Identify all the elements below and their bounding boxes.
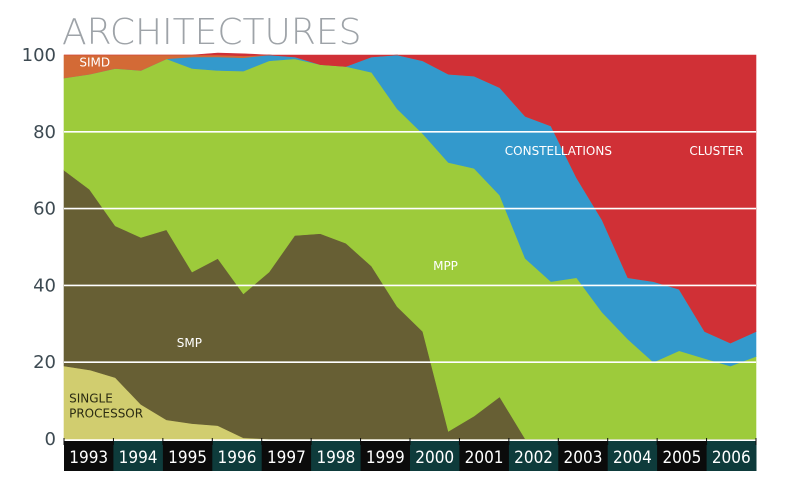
y-tick-label-100: 100 [22,45,56,66]
year-cell-1993 [64,441,114,471]
area-label-smp: SMP [177,336,202,350]
x-tick-label-1998: 1998 [316,448,355,468]
stacked-areas [63,52,757,440]
x-tick-label-2000: 2000 [415,448,454,468]
y-tick-label-40: 40 [33,275,56,296]
year-cell-1995 [162,441,213,471]
x-tick-label-1993: 1993 [69,448,108,468]
year-cell-1998 [311,441,361,471]
year-cell-1997 [261,441,312,471]
y-tick-label-20: 20 [33,352,56,373]
y-tick-label-0: 0 [45,429,56,450]
year-cell-1996 [212,441,263,471]
x-tick-label-2003: 2003 [564,448,603,468]
area-cluster [64,52,757,344]
area-label-single-processor: SINGLE PROCESSOR [69,392,143,421]
x-tick-label-2002: 2002 [514,448,553,468]
year-cell-1999 [360,441,411,471]
year-cell-2006 [706,441,757,471]
x-tick-label-2005: 2005 [662,448,701,468]
area-label-constellations: CONSTELLATIONS [505,144,612,158]
y-tick-label-60: 60 [33,199,56,220]
year-cell-2003 [558,441,609,471]
y-axis: 0 20 40 60 80 100 [22,45,56,450]
year-cell-2004 [607,441,658,471]
year-cell-2005 [657,441,707,471]
x-tick-label-1995: 1995 [168,448,207,468]
y-tick-label-80: 80 [33,122,56,143]
area-label-mpp: MPP [433,259,458,273]
gridlines [64,131,756,364]
area-labels: SIMD CONSTELLATIONS CLUSTER MPP SMP SINGLE PRO… [69,56,743,421]
x-tick-label-1997: 1997 [267,448,306,468]
area-label-simd: SIMD [79,56,110,70]
x-tick-label-1994: 1994 [119,448,158,468]
area-label-cluster: CLUSTER [689,144,743,158]
chart-title: ARCHITECTURES [62,12,362,53]
year-cell-2000 [410,441,460,471]
year-cell-2002 [508,441,559,471]
x-tick-label-1999: 1999 [366,448,405,468]
x-tick-label-2006: 2006 [712,448,751,468]
year-cell-1994 [113,441,164,471]
x-tick-label-2004: 2004 [613,448,652,468]
x-tick-label-2001: 2001 [465,448,504,468]
year-cell-2001 [459,441,510,471]
x-axis-year-bar: 1993 1994 1995 1996 1997 1998 1999 2000 2001 2002… [63,438,757,471]
x-tick-label-1996: 1996 [218,448,257,468]
